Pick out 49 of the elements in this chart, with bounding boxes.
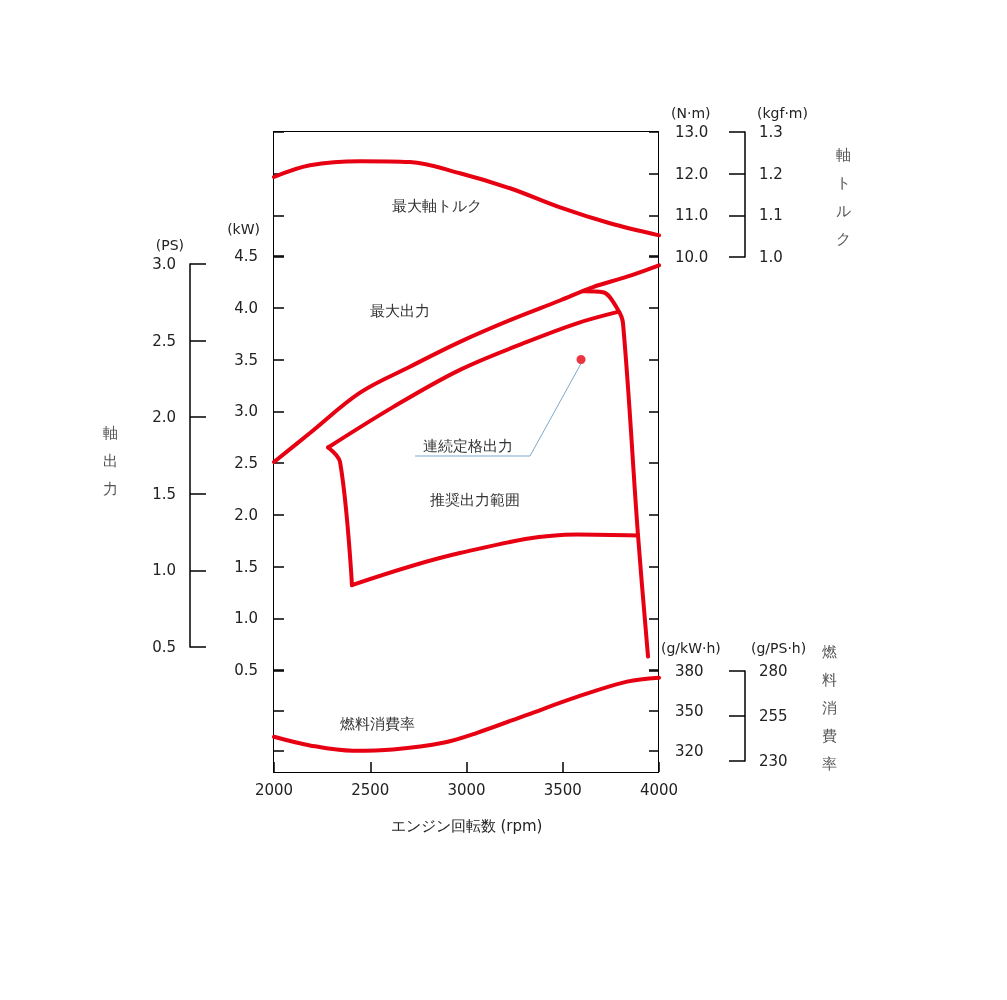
text: 最大出力 bbox=[370, 302, 430, 320]
series-label: 最大軸トルク bbox=[392, 197, 482, 215]
text: 連続定格出力 bbox=[423, 437, 513, 455]
y-tick-label: 1.5 bbox=[234, 557, 258, 576]
y-axis-title: (N·m) bbox=[671, 105, 711, 121]
x-tick-label: 3000 bbox=[447, 780, 486, 799]
y-tick-label: 1.0 bbox=[234, 609, 258, 628]
y2-axis-title: (g/PS·h) bbox=[751, 640, 807, 656]
series-label: 燃料消費率 bbox=[339, 715, 415, 733]
text: 軸出力 bbox=[102, 423, 119, 500]
y2-axis-title: (kgf·m) bbox=[757, 105, 808, 121]
y2-tick-label: 0.5 bbox=[152, 638, 176, 656]
y-tick-label: 13.0 bbox=[675, 123, 709, 141]
y2-tick-label: 2.5 bbox=[152, 331, 176, 350]
y2-tick-label: 280 bbox=[759, 662, 788, 680]
y-tick-label: 4.0 bbox=[234, 298, 258, 317]
y2-tick-label: 2.0 bbox=[152, 408, 176, 427]
y-tick-label: 2.0 bbox=[234, 505, 258, 524]
y2-tick-label: 230 bbox=[759, 752, 788, 770]
x-tick-label: 2500 bbox=[351, 780, 390, 799]
y-tick-label: 350 bbox=[675, 701, 704, 720]
y2-tick-label: 1.1 bbox=[759, 206, 783, 225]
y2-tick-label: 1.0 bbox=[759, 248, 783, 266]
y2-tick-label: 1.2 bbox=[759, 164, 783, 183]
y-tick-label: 12.0 bbox=[675, 164, 709, 183]
y-axis-title: (g/kW·h) bbox=[661, 640, 721, 656]
y2-axis-title: (PS) bbox=[155, 237, 184, 253]
y2-tick-label: 1.3 bbox=[759, 123, 783, 141]
y-tick-label: 320 bbox=[675, 741, 704, 760]
text: 燃料消費率 bbox=[821, 642, 838, 775]
y2-tick-label: 1.5 bbox=[152, 484, 176, 503]
x-tick-label: 4000 bbox=[639, 780, 679, 799]
y2-tick-label: 3.0 bbox=[152, 255, 176, 273]
y-tick-label: 3.5 bbox=[234, 350, 258, 369]
y-tick-label: 4.5 bbox=[234, 247, 258, 265]
y-tick-label: 0.5 bbox=[234, 661, 258, 679]
y2-tick-label: 255 bbox=[759, 707, 788, 725]
x-tick-label: 2000 bbox=[254, 780, 294, 799]
text: 軸トルク bbox=[835, 145, 852, 250]
y2-tick-label: 1.0 bbox=[152, 561, 176, 580]
y-tick-label: 10.0 bbox=[675, 248, 709, 266]
y-tick-label: 2.5 bbox=[234, 454, 258, 472]
text: 推奨出力範囲 bbox=[430, 491, 520, 509]
x-axis-title: エンジン回転数 (rpm) bbox=[390, 816, 543, 835]
y-tick-label: 11.0 bbox=[675, 206, 709, 225]
x-tick-label: 3500 bbox=[543, 780, 582, 799]
y-tick-label: 380 bbox=[675, 662, 704, 680]
y-axis-title: (kW) bbox=[227, 221, 260, 237]
y-tick-label: 3.0 bbox=[234, 402, 258, 421]
